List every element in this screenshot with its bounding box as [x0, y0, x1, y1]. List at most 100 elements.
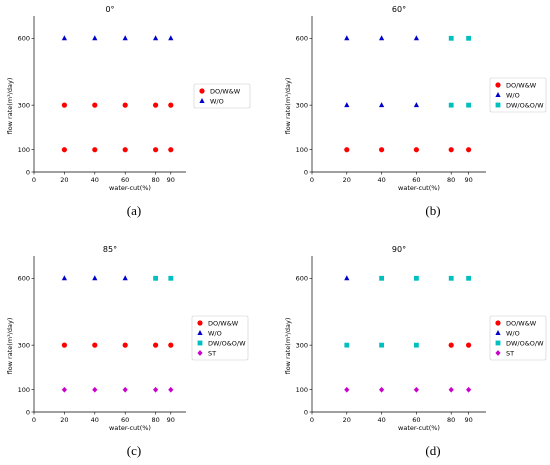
data-point	[61, 342, 67, 348]
series-0	[448, 342, 472, 348]
panel-title: 60°	[392, 5, 406, 14]
panel-caption: (b)	[425, 203, 440, 218]
panel-caption: (a)	[127, 203, 141, 218]
data-point	[122, 35, 128, 41]
x-tick-label: 90	[464, 416, 472, 424]
data-point	[344, 147, 350, 153]
data-point	[466, 386, 472, 393]
y-axis-label: flow rate(m³/day)	[284, 318, 292, 375]
data-point	[344, 275, 350, 281]
x-axis-label: water-cut(%)	[109, 424, 151, 432]
y-tick-label: 100	[296, 386, 308, 394]
x-axis-label: water-cut(%)	[398, 424, 440, 432]
y-tick-label: 100	[18, 386, 30, 394]
data-point	[448, 147, 454, 153]
x-tick-label: 0	[32, 416, 36, 424]
legend-label: ST	[208, 349, 216, 357]
x-tick-label: 80	[447, 176, 455, 184]
data-point	[344, 102, 350, 108]
chart-panel-0: 0° 0 20 40 60 80 90 0 100 300 600 water-cut(%) flow …	[6, 5, 251, 218]
legend-marker	[495, 330, 501, 335]
legend-box	[489, 315, 547, 361]
legend-marker	[495, 340, 501, 346]
y-tick-label: 0	[304, 408, 308, 416]
y-tick-label: 600	[296, 275, 308, 283]
data-point	[379, 147, 385, 153]
data-point	[466, 147, 472, 153]
y-tick-label: 100	[18, 146, 30, 154]
data-point	[122, 102, 128, 108]
data-point	[466, 102, 471, 108]
data-point	[344, 342, 350, 348]
data-point	[92, 147, 98, 153]
data-point	[122, 386, 128, 393]
x-tick-label: 40	[91, 176, 99, 184]
data-point	[448, 386, 454, 393]
y-tick-label: 0	[26, 168, 30, 176]
data-point	[153, 102, 159, 108]
data-point	[92, 386, 98, 393]
x-tick-label: 40	[377, 416, 385, 424]
panel-title: 85°	[103, 245, 117, 254]
x-tick-label: 60	[412, 416, 420, 424]
x-axis-label: water-cut(%)	[109, 184, 151, 192]
legend: DO/W&W W/O DW/O&O/W ST	[191, 315, 249, 361]
x-tick-label: 0	[310, 176, 314, 184]
legend-label: W/O	[506, 329, 520, 337]
data-point	[122, 275, 128, 281]
series-3	[344, 386, 472, 393]
x-tick-label: 80	[151, 176, 159, 184]
legend-label: DO/W&W	[210, 87, 241, 95]
data-point	[122, 147, 128, 153]
x-tick-label: 0	[32, 176, 36, 184]
y-tick-label: 300	[296, 101, 308, 109]
series-0	[344, 147, 472, 153]
x-tick-label: 90	[167, 176, 175, 184]
data-point	[92, 342, 98, 348]
panel-caption: (d)	[425, 443, 440, 458]
data-point	[168, 147, 174, 153]
data-point	[153, 342, 159, 348]
data-point	[448, 275, 454, 281]
data-point	[448, 102, 454, 108]
legend-box	[191, 315, 249, 361]
data-point	[379, 35, 385, 41]
x-tick-label: 0	[310, 416, 314, 424]
x-tick-label: 40	[91, 416, 99, 424]
legend-label: DO/W&W	[208, 319, 239, 327]
series-3	[61, 386, 174, 393]
data-point	[168, 275, 174, 281]
data-point	[448, 342, 454, 348]
data-point	[153, 386, 159, 393]
series-1	[344, 35, 419, 108]
legend-label: W/O	[210, 97, 224, 105]
legend-marker	[197, 350, 203, 356]
data-point	[61, 102, 67, 108]
data-point	[153, 35, 159, 41]
x-tick-label: 20	[60, 176, 68, 184]
data-point	[153, 275, 158, 281]
data-point	[466, 342, 472, 348]
data-point	[61, 275, 67, 281]
data-point	[379, 275, 384, 281]
data-point	[379, 102, 385, 108]
x-tick-label: 60	[412, 176, 420, 184]
data-point	[92, 102, 98, 108]
x-tick-label: 40	[377, 176, 385, 184]
y-tick-label: 300	[296, 341, 308, 349]
y-tick-label: 300	[18, 101, 30, 109]
series-2	[448, 35, 471, 108]
legend-label: DO/W&W	[506, 81, 537, 89]
x-tick-label: 20	[343, 176, 351, 184]
data-point	[344, 35, 350, 41]
y-axis-label: flow rate(m³/day)	[6, 78, 14, 135]
panel-title: 90°	[392, 245, 406, 254]
legend-marker	[197, 340, 203, 346]
data-point	[413, 35, 419, 41]
y-tick-label: 600	[296, 35, 308, 43]
data-point	[61, 147, 67, 153]
chart-panel-2: 85° 0 20 40 60 80 90 0 100 300 600 water-cut(%) flow…	[6, 245, 249, 458]
series-2	[344, 275, 471, 348]
y-axis-label: flow rate(m³/day)	[6, 318, 14, 375]
y-tick-label: 300	[18, 341, 30, 349]
